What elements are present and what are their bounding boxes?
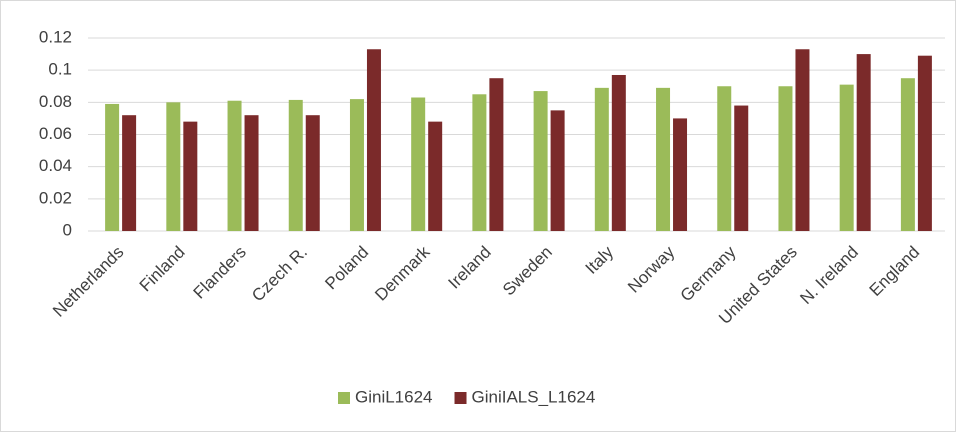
bar	[594, 87, 609, 231]
bar	[900, 78, 915, 231]
bar	[227, 100, 242, 231]
y-tick-label: 0.1	[48, 60, 72, 79]
y-tick-label: 0.08	[39, 92, 72, 111]
bar	[105, 103, 120, 231]
bar	[305, 115, 320, 231]
bar	[411, 97, 426, 231]
bar	[656, 87, 671, 231]
bar	[472, 94, 487, 232]
bar	[550, 110, 565, 231]
bar	[917, 55, 932, 231]
bar	[856, 54, 871, 232]
bar	[533, 91, 548, 231]
bar	[288, 99, 303, 231]
bar	[489, 78, 504, 231]
bar	[183, 121, 198, 231]
bar	[673, 118, 688, 231]
bar	[611, 74, 626, 231]
y-tick-label: 0.04	[39, 156, 72, 175]
legend-label: GiniL1624	[355, 387, 433, 406]
bar	[778, 86, 793, 231]
legend-swatch	[338, 392, 350, 404]
bar	[166, 102, 181, 231]
y-tick-label: 0.12	[39, 27, 72, 46]
bar	[734, 105, 749, 231]
legend-label: GiniIALS_L1624	[472, 387, 596, 406]
y-tick-label: 0.06	[39, 124, 72, 143]
bar	[839, 84, 854, 232]
bar	[349, 99, 364, 231]
bar	[795, 49, 810, 232]
bar	[122, 115, 137, 231]
y-tick-label: 0.02	[39, 188, 72, 207]
bar	[428, 121, 443, 231]
bar	[244, 115, 259, 231]
legend-swatch	[454, 392, 467, 404]
y-tick-label: 0	[63, 220, 72, 239]
bar	[366, 49, 381, 232]
bar	[717, 86, 732, 231]
